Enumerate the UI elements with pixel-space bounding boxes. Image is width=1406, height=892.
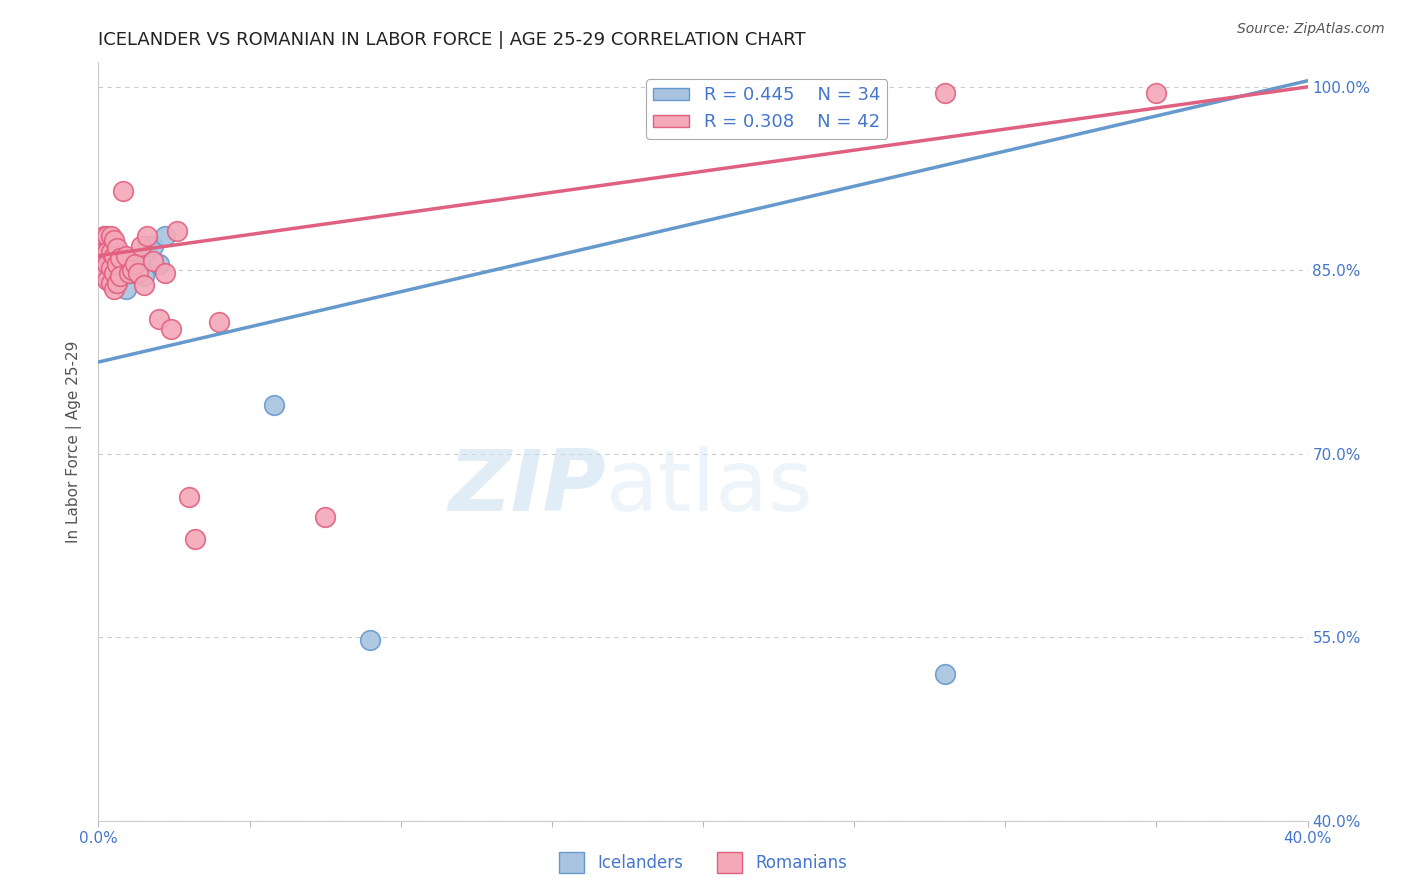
Point xyxy=(90,266,112,280)
Point xyxy=(105,257,128,271)
Point xyxy=(184,533,207,547)
Point xyxy=(105,276,128,290)
Point xyxy=(96,273,118,287)
Point xyxy=(105,244,128,259)
Point xyxy=(142,253,165,268)
Point xyxy=(103,233,125,247)
Point xyxy=(96,269,118,284)
Point xyxy=(100,269,122,284)
Point xyxy=(121,253,143,268)
Point xyxy=(132,269,155,284)
Point xyxy=(105,276,128,290)
Text: ICELANDER VS ROMANIAN IN LABOR FORCE | AGE 25-29 CORRELATION CHART: ICELANDER VS ROMANIAN IN LABOR FORCE | A… xyxy=(98,31,806,49)
Point xyxy=(103,266,125,280)
Point xyxy=(108,269,131,284)
Point xyxy=(103,249,125,263)
Point xyxy=(118,266,141,280)
Point xyxy=(93,257,115,271)
Point xyxy=(100,244,122,259)
Point xyxy=(100,260,122,275)
Point xyxy=(153,266,176,280)
Point xyxy=(132,278,155,293)
Point xyxy=(100,276,122,290)
Legend: R = 0.445    N = 34, R = 0.308    N = 42: R = 0.445 N = 34, R = 0.308 N = 42 xyxy=(645,79,887,138)
Legend: Icelanders, Romanians: Icelanders, Romanians xyxy=(553,846,853,880)
Point xyxy=(105,260,128,274)
Point xyxy=(121,263,143,277)
Point xyxy=(108,253,131,268)
Point xyxy=(263,398,285,412)
Point xyxy=(129,257,152,271)
Point xyxy=(105,241,128,255)
Point xyxy=(208,315,231,329)
Point xyxy=(129,239,152,253)
Point xyxy=(96,241,118,255)
Point xyxy=(100,253,122,268)
Point xyxy=(108,251,131,265)
Point xyxy=(96,244,118,259)
Point xyxy=(108,269,131,284)
Point xyxy=(934,666,956,681)
Point xyxy=(103,263,125,277)
Point xyxy=(314,510,336,524)
Y-axis label: In Labor Force | Age 25-29: In Labor Force | Age 25-29 xyxy=(66,341,83,542)
Text: Source: ZipAtlas.com: Source: ZipAtlas.com xyxy=(1237,22,1385,37)
Point xyxy=(103,282,125,296)
Point xyxy=(90,249,112,263)
Point xyxy=(93,244,115,259)
Point xyxy=(124,257,146,271)
Point xyxy=(1144,86,1167,100)
Point xyxy=(111,184,134,198)
Point xyxy=(179,490,201,504)
Point xyxy=(96,257,118,271)
Point xyxy=(103,249,125,263)
Point xyxy=(153,229,176,244)
Point xyxy=(93,233,115,247)
Point xyxy=(114,249,136,263)
Point xyxy=(360,632,382,647)
Point xyxy=(148,257,170,271)
Point xyxy=(142,239,165,253)
Point xyxy=(934,86,956,100)
Point xyxy=(96,253,118,268)
Point xyxy=(90,253,112,268)
Point xyxy=(114,282,136,296)
Point xyxy=(124,257,146,271)
Point xyxy=(135,229,157,244)
Point xyxy=(90,239,112,253)
Point xyxy=(118,266,141,280)
Point xyxy=(100,229,122,244)
Point xyxy=(160,322,183,336)
Point xyxy=(127,266,149,280)
Text: ZIP: ZIP xyxy=(449,445,606,529)
Point xyxy=(100,239,122,253)
Point xyxy=(93,229,115,244)
Point xyxy=(111,249,134,263)
Point xyxy=(148,312,170,326)
Point xyxy=(111,266,134,280)
Point xyxy=(93,263,115,277)
Point xyxy=(135,239,157,253)
Point xyxy=(103,276,125,290)
Point xyxy=(96,229,118,244)
Point xyxy=(166,224,188,238)
Text: atlas: atlas xyxy=(606,445,814,529)
Point xyxy=(127,266,149,280)
